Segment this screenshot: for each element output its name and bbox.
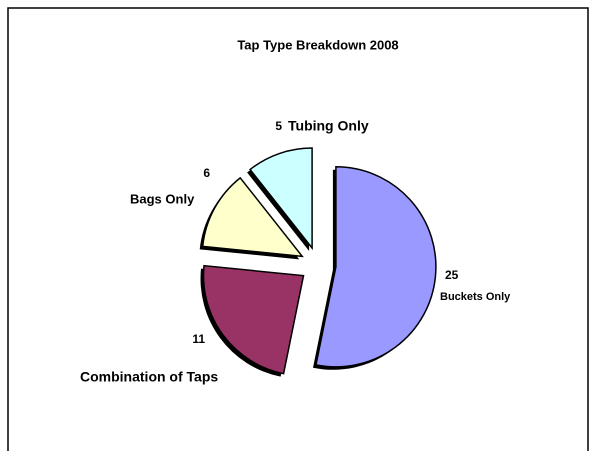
pie-slice xyxy=(202,264,305,375)
category-label: Combination of Taps xyxy=(80,369,218,385)
value-label: 5 xyxy=(275,119,282,133)
chart-title: Tap Type Breakdown 2008 xyxy=(237,37,398,52)
value-label: 11 xyxy=(192,332,205,346)
category-label: Bags Only xyxy=(130,191,195,206)
frame xyxy=(7,7,589,451)
value-label: 6 xyxy=(203,166,210,180)
pie-slice xyxy=(315,166,437,368)
category-label: Buckets Only xyxy=(440,291,511,303)
pie-slice xyxy=(249,147,313,251)
pie-slice xyxy=(201,176,304,258)
category-label: Tubing Only xyxy=(288,118,369,134)
value-label: 25 xyxy=(445,268,459,282)
